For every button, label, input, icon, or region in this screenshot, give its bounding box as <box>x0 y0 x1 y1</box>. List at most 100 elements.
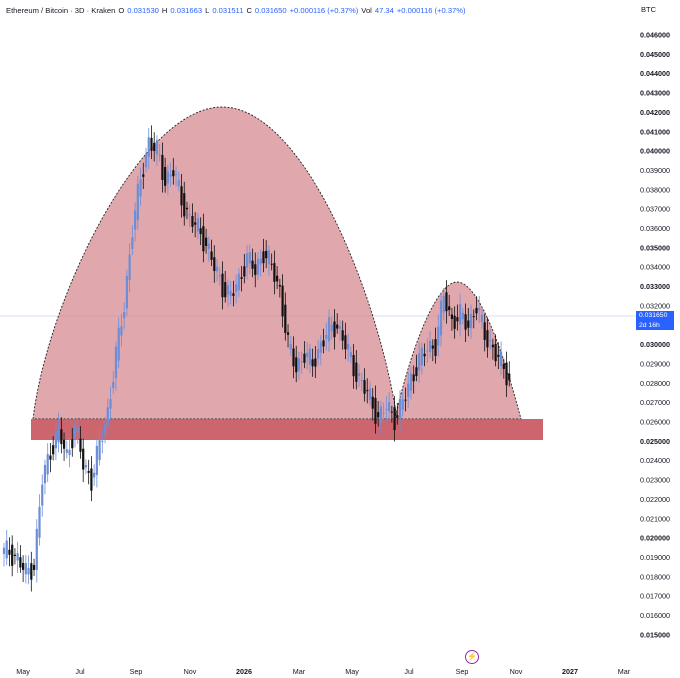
candle-body <box>418 353 421 371</box>
candle-body <box>95 445 98 475</box>
y-tick-label: 0.043000 <box>640 89 670 98</box>
volume-label: Vol <box>361 5 372 15</box>
y-tick-label: 0.029000 <box>640 359 670 368</box>
candle-body <box>390 411 393 413</box>
candle-body <box>311 359 314 367</box>
y-tick-label: 0.036000 <box>640 224 670 233</box>
candle-body <box>114 346 118 379</box>
candle-body <box>284 304 287 333</box>
candle-body <box>469 314 473 329</box>
last-price-value: 0.031650 <box>639 312 668 319</box>
candle-body <box>486 330 489 348</box>
candle-body <box>508 373 511 381</box>
candle-body <box>164 167 167 186</box>
candle-body <box>155 140 159 155</box>
candle-body <box>128 254 131 280</box>
candle-body <box>27 567 30 575</box>
candle-body <box>93 472 96 478</box>
candle-body <box>38 506 41 538</box>
x-tick-label: 2027 <box>562 667 578 676</box>
candle-body <box>150 137 153 151</box>
candle-body <box>259 258 262 265</box>
candle-body <box>385 408 388 410</box>
candle-body <box>409 373 413 391</box>
candle-body <box>349 352 352 358</box>
candle-body <box>461 312 464 320</box>
y-tick-label: 0.020000 <box>640 534 670 543</box>
candle-body <box>16 553 19 561</box>
last-price-tag: 0.031650 2d 16h <box>636 311 674 330</box>
candle-body <box>243 266 246 277</box>
candle-body <box>379 406 383 423</box>
candle-body <box>60 429 63 445</box>
candle-body <box>188 213 191 216</box>
candle-body <box>131 237 134 249</box>
candle-body <box>153 142 156 152</box>
candle-body <box>254 264 257 275</box>
y-tick-label: 0.027000 <box>640 398 670 407</box>
candle-body <box>133 210 137 230</box>
lightning-icon[interactable]: ⚡ <box>465 650 479 664</box>
right-dome-arc <box>394 281 522 420</box>
candle-body <box>360 379 363 381</box>
quote-currency-label[interactable]: BTC <box>641 5 656 14</box>
candle-body <box>428 340 432 353</box>
candle-body <box>169 174 172 177</box>
candle-body <box>464 314 467 330</box>
candle-body <box>437 326 440 346</box>
candle-body <box>439 300 443 336</box>
y-tick-label: 0.025000 <box>640 437 670 446</box>
open-label: O <box>118 5 125 15</box>
candle-body <box>125 275 129 309</box>
candle-body <box>62 439 66 449</box>
candle-body <box>161 155 164 180</box>
candle-body <box>106 407 109 427</box>
y-tick-label: 0.028000 <box>640 379 670 388</box>
y-tick-label: 0.015000 <box>640 630 670 639</box>
candle-body <box>213 257 216 271</box>
candle-body <box>109 399 112 409</box>
close-value: 0.031650 <box>254 5 287 15</box>
y-tick-label: 0.044000 <box>640 69 670 78</box>
x-tick-label: Nov <box>510 667 523 676</box>
candle-body <box>32 564 36 570</box>
candle-body <box>103 423 107 434</box>
candle-body <box>191 215 194 227</box>
candle-body <box>84 465 88 468</box>
candle-body <box>117 327 120 361</box>
candle-body <box>5 540 8 559</box>
candle-body <box>401 399 404 410</box>
candle-body <box>396 415 399 418</box>
candle-body <box>22 562 25 570</box>
candle-body <box>172 170 175 177</box>
volume-change: +0.000116 (+0.37%) <box>396 5 466 15</box>
candle-body <box>472 316 475 318</box>
y-tick-label: 0.046000 <box>640 31 670 40</box>
x-tick-label: May <box>16 667 30 676</box>
candle-body <box>158 154 161 156</box>
candle-body <box>71 439 74 449</box>
candle-body <box>256 258 260 275</box>
candle-body <box>194 222 197 225</box>
y-tick-label: 0.022000 <box>640 495 670 504</box>
candle-body <box>139 179 142 197</box>
candle-body <box>491 344 494 348</box>
candle-body <box>489 340 492 342</box>
close-label: C <box>246 5 252 15</box>
candle-body <box>363 380 366 394</box>
y-tick-label: 0.019000 <box>640 553 670 562</box>
x-axis: May Jul Sep Nov 2026 Mar May Jul Sep Nov 2027 Mar <box>16 667 631 676</box>
candle-body <box>333 321 336 338</box>
candle-body <box>505 362 508 386</box>
x-tick-label: Mar <box>618 667 631 676</box>
x-tick-label: Sep <box>130 667 143 676</box>
candle-body <box>330 324 333 332</box>
candle-body <box>276 275 279 282</box>
candle-body <box>73 424 77 437</box>
candle-body <box>322 340 325 347</box>
candle-body <box>199 228 202 235</box>
candle-body <box>467 320 470 328</box>
candle-body <box>371 396 374 409</box>
candle-body <box>76 427 79 433</box>
